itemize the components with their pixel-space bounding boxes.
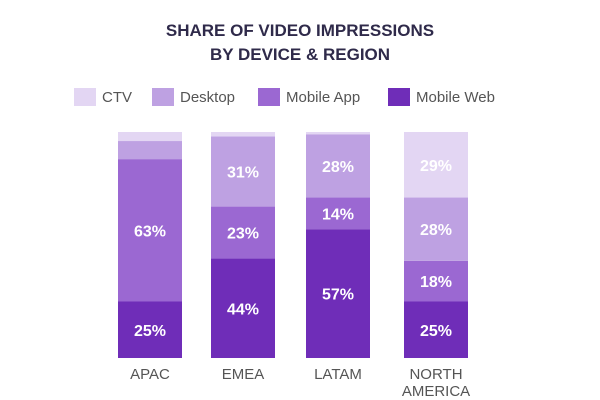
bar-north-america-mobile-app: [404, 260, 468, 302]
bars-group: 25% 63% 44% 23% 31% 57% 14% 28% 25% 18% 28% 29%: [118, 132, 468, 358]
category-label-north-america-line-1: NORTH: [409, 366, 462, 383]
data-label-emea-desktop: 31%: [227, 165, 259, 182]
bar-north-america-desktop: [404, 197, 468, 261]
bar-latam-mobile-app: [306, 197, 370, 230]
bar-apac-desktop: [118, 141, 182, 160]
legend-swatch-mobile-app: [258, 88, 280, 106]
bar-emea-mobile-web: [211, 258, 275, 358]
bar-emea-desktop: [211, 136, 275, 207]
bar-north-america-ctv: [404, 132, 468, 198]
bar-emea-ctv: [211, 132, 275, 137]
bar-apac-mobile-web: [118, 301, 182, 358]
data-label-latam-mobile-app: 14%: [322, 206, 354, 223]
bar-north-america-mobile-web: [404, 301, 468, 358]
data-label-north-america-ctv: 29%: [420, 158, 452, 175]
data-label-apac-mobile-app: 63%: [134, 223, 166, 240]
chart-title-line-2: BY DEVICE & REGION: [210, 45, 390, 64]
category-label-emea: EMEA: [222, 366, 265, 383]
bar-apac-ctv: [118, 132, 182, 142]
chart-title-line-1: SHARE OF VIDEO IMPRESSIONS: [166, 21, 434, 40]
legend-swatch-ctv: [74, 88, 96, 106]
data-label-latam-desktop: 28%: [322, 159, 354, 176]
category-label-apac: APAC: [130, 366, 170, 383]
data-label-emea-mobile-app: 23%: [227, 226, 259, 243]
legend-label-desktop: Desktop: [180, 89, 235, 106]
data-label-emea-mobile-web: 44%: [227, 301, 259, 318]
bar-emea-mobile-app: [211, 206, 275, 259]
data-label-north-america-desktop: 28%: [420, 222, 452, 239]
data-label-north-america-mobile-app: 18%: [420, 274, 452, 291]
legend-label-mobile-app: Mobile App: [286, 89, 360, 106]
bar-latam-mobile-web: [306, 229, 370, 358]
legend-label-ctv: CTV: [102, 89, 132, 106]
legend: CTV Desktop Mobile App Mobile Web: [74, 88, 495, 106]
data-label-north-america-mobile-web: 25%: [420, 323, 452, 340]
bar-apac-mobile-app: [118, 159, 182, 302]
category-label-latam: LATAM: [314, 366, 362, 383]
data-label-latam-mobile-web: 57%: [322, 287, 354, 304]
category-label-north-america-line-2: AMERICA: [402, 383, 470, 400]
bar-latam-desktop: [306, 134, 370, 198]
data-label-apac-mobile-web: 25%: [134, 323, 166, 340]
legend-swatch-mobile-web: [388, 88, 410, 106]
legend-label-mobile-web: Mobile Web: [416, 89, 495, 106]
legend-swatch-desktop: [152, 88, 174, 106]
bar-latam-ctv: [306, 132, 370, 135]
